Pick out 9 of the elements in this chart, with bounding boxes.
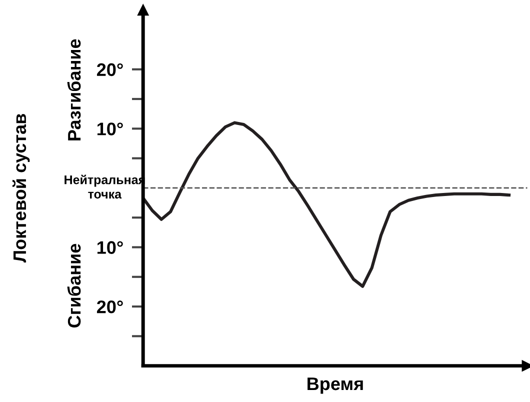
y-tick-label: 10° xyxy=(97,241,123,254)
y-tick-label: 20° xyxy=(96,300,123,314)
text: Сгибание xyxy=(67,244,81,328)
y-axis-title: Локтевой сустав xyxy=(12,114,30,262)
y-tick-label: 10° xyxy=(97,122,123,136)
x-axis-title: Время xyxy=(308,378,363,394)
line-series xyxy=(143,121,511,288)
y-tick-label: 20° xyxy=(96,63,123,76)
text: Разгибание xyxy=(67,39,81,140)
